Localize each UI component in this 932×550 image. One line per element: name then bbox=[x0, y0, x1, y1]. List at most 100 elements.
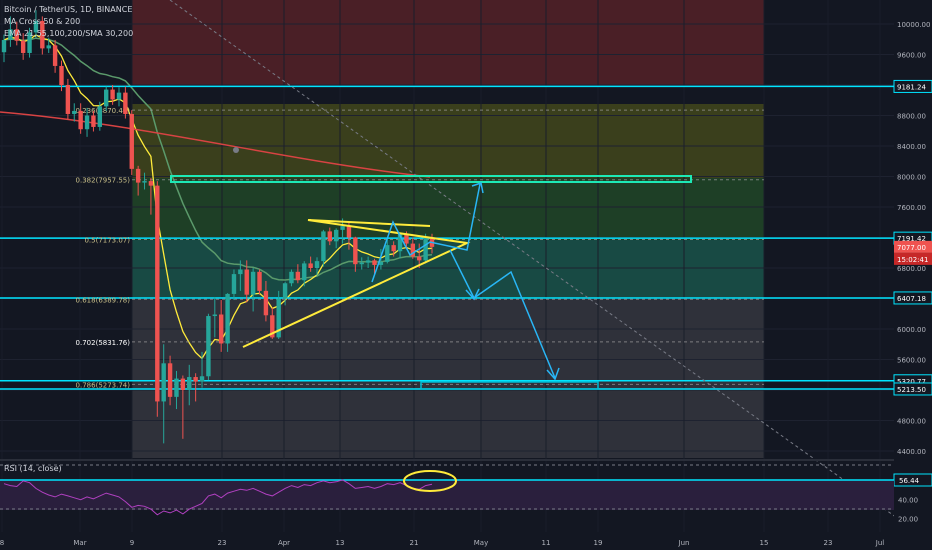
candle-body bbox=[65, 85, 71, 114]
candle-body bbox=[14, 29, 19, 41]
horizontal-levels bbox=[0, 85, 894, 390]
x-tick-label: 15 bbox=[760, 539, 769, 547]
zone-red bbox=[132, 0, 764, 86]
candle-body bbox=[385, 245, 390, 262]
candle-body bbox=[8, 29, 13, 41]
fib-label: 0.618(6389.78) bbox=[76, 296, 131, 304]
candle-body bbox=[193, 377, 198, 382]
candle-body bbox=[123, 92, 128, 114]
candle-body bbox=[180, 378, 186, 390]
fib-label: 0.786(5273.74) bbox=[76, 381, 131, 389]
candle-body bbox=[263, 290, 269, 316]
last-price-tag bbox=[894, 240, 932, 253]
candle-body bbox=[97, 106, 103, 127]
level-tag bbox=[893, 79, 932, 93]
zone-olive bbox=[132, 104, 764, 178]
candle-body bbox=[257, 271, 262, 291]
candle-body bbox=[404, 233, 409, 244]
indicator-ema[interactable]: EMA 21,55,100,200/SMA 30,200 bbox=[4, 29, 134, 38]
diagonal-trendline bbox=[169, 0, 901, 521]
candle-body bbox=[187, 377, 192, 390]
candle-body bbox=[52, 45, 58, 66]
x-tick-label: Jun bbox=[678, 539, 690, 547]
candle-body bbox=[270, 315, 275, 338]
candle-body bbox=[410, 243, 416, 257]
candle-body bbox=[289, 271, 294, 284]
level-label: 5320.77 bbox=[897, 378, 926, 386]
candle-body bbox=[104, 89, 109, 107]
target-box-8000 bbox=[170, 175, 692, 183]
x-tick-label: 11 bbox=[542, 539, 551, 547]
candle-body bbox=[378, 261, 384, 265]
candle-body bbox=[33, 20, 39, 33]
fib-label: 0.5(7173.07) bbox=[84, 237, 130, 245]
rsi-value-label: 56.44 bbox=[899, 477, 920, 485]
rsi-line bbox=[3, 479, 433, 516]
projection-zigzag bbox=[371, 183, 481, 283]
candle-body bbox=[365, 260, 371, 263]
candle-body bbox=[142, 181, 147, 183]
candle-body bbox=[397, 233, 403, 252]
x-tick-label: Jul bbox=[875, 539, 885, 547]
candle-body bbox=[391, 245, 396, 252]
time-axis[interactable]: 8 Mar 9 23 Apr 13 21 May 11 19 Jun 15 23 Jul bbox=[0, 532, 894, 550]
candle-body bbox=[155, 185, 160, 402]
candle-body bbox=[314, 261, 320, 268]
candle-body bbox=[199, 376, 205, 382]
candle-body bbox=[340, 226, 345, 230]
candle-body bbox=[250, 271, 256, 295]
candle-body bbox=[174, 378, 179, 397]
level-label: 7191.42 bbox=[897, 235, 926, 243]
candle-body bbox=[212, 314, 218, 317]
candle-body bbox=[40, 20, 45, 49]
triangle-pattern bbox=[242, 219, 471, 348]
y-tick-label: 6000.00 bbox=[897, 326, 926, 334]
level-label: 6407.18 bbox=[897, 295, 926, 303]
candles bbox=[1, 10, 435, 444]
candle-body bbox=[20, 40, 26, 53]
x-tick-label: Mar bbox=[73, 539, 86, 547]
candle-body bbox=[218, 314, 224, 344]
candle-body bbox=[161, 363, 166, 402]
y-tick-label: 4400.00 bbox=[897, 448, 926, 456]
fib-label: 0.236(8870.40) bbox=[76, 107, 131, 115]
candle-body bbox=[135, 168, 141, 183]
ma-red-line bbox=[0, 111, 431, 178]
last-price-label: 7077.00 bbox=[897, 244, 926, 252]
x-tick-label: 21 bbox=[410, 539, 419, 547]
y-tick-label: 7600.00 bbox=[897, 204, 926, 212]
candle-body bbox=[167, 363, 173, 397]
level-tag bbox=[893, 382, 932, 396]
x-tick-label: 19 bbox=[594, 539, 603, 547]
x-tick-label: May bbox=[474, 539, 488, 547]
candle-body bbox=[321, 231, 326, 262]
fib-labels: 0.236(8870.40) 0.382(7957.55) 0.5(7173.07)… bbox=[76, 107, 764, 389]
price-axis[interactable]: 10000.009600.009200.008800.008400.008000… bbox=[893, 0, 932, 550]
level-tag bbox=[893, 291, 932, 305]
drawings bbox=[169, 0, 901, 521]
indicator-ma-cross[interactable]: MA Cross 50 & 200 bbox=[4, 17, 81, 26]
rsi-indicator-label[interactable]: RSI (14, close) bbox=[4, 464, 62, 473]
rsi-tick-label: 40.00 bbox=[898, 497, 918, 505]
countdown-tag bbox=[894, 252, 932, 265]
candle-body bbox=[206, 316, 211, 377]
candle-body bbox=[359, 262, 364, 265]
candle-body bbox=[46, 45, 51, 49]
candle-body bbox=[110, 89, 115, 100]
y-tick-label: 6800.00 bbox=[897, 265, 926, 273]
candle-body bbox=[59, 65, 64, 85]
candle-body bbox=[353, 237, 358, 265]
rsi-highlight-ellipse bbox=[403, 470, 457, 492]
y-tick-label: 8000.00 bbox=[897, 174, 926, 182]
candle-body bbox=[327, 231, 332, 242]
y-tick-label: 4800.00 bbox=[897, 418, 926, 426]
x-tick-label: Apr bbox=[278, 539, 290, 547]
rsi-tick-label: 20.00 bbox=[898, 516, 918, 524]
candle-body bbox=[1, 40, 7, 53]
ema-yellow-line bbox=[3, 34, 433, 360]
ma-green-line bbox=[3, 37, 433, 281]
candle-body bbox=[244, 269, 249, 295]
candle-body bbox=[346, 226, 352, 238]
symbol-header[interactable]: Bitcoin / TetherUS, 1D, BINANCE bbox=[4, 5, 133, 14]
